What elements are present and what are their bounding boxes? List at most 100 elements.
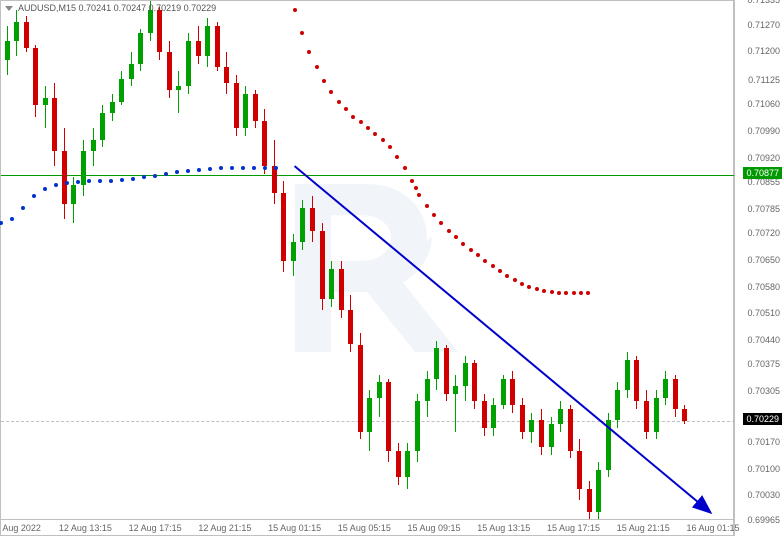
- red-dots-dot: [557, 291, 561, 295]
- y-tick-label: 0.70650: [747, 255, 780, 265]
- price-label: 0.70877: [743, 167, 782, 179]
- red-dots-dot: [395, 155, 399, 159]
- x-tick-label: 15 Aug 17:15: [547, 523, 600, 533]
- red-dots-dot: [293, 8, 297, 12]
- red-dots-dot: [359, 120, 363, 124]
- y-tick-label: 0.71270: [747, 20, 780, 30]
- red-dots-dot: [572, 291, 576, 295]
- red-dots-dot: [564, 291, 568, 295]
- red-dots-dot: [542, 289, 546, 293]
- red-dots-dot: [432, 213, 436, 217]
- red-dots-dot: [410, 179, 414, 183]
- red-dots-dot: [439, 221, 443, 225]
- x-tick-label: 12 Aug 17:15: [129, 523, 182, 533]
- blue-dots-dot: [87, 179, 91, 183]
- dropdown-arrow-icon: [5, 6, 13, 11]
- red-dots-dot: [344, 107, 348, 111]
- x-tick-label: 12 Aug 21:15: [198, 523, 251, 533]
- blue-dots-dot: [252, 166, 256, 170]
- y-tick-label: 0.71125: [748, 75, 780, 85]
- y-tick-label: 0.71060: [747, 99, 780, 109]
- red-dots-dot: [351, 115, 355, 119]
- red-dots-dot: [527, 285, 531, 289]
- x-tick-label: 16 Aug 01:15: [686, 523, 739, 533]
- red-dots-dot: [579, 291, 583, 295]
- blue-dots-dot: [263, 166, 267, 170]
- red-dots-dot: [535, 287, 539, 291]
- y-tick-label: 0.70510: [747, 308, 780, 318]
- y-tick-label: 0.70785: [747, 204, 780, 214]
- blue-dots-dot: [120, 178, 124, 182]
- blue-dots-dot: [109, 179, 113, 183]
- red-dots-dot: [447, 229, 451, 233]
- trend-line-svg: [1, 1, 735, 537]
- red-dots-dot: [381, 138, 385, 142]
- blue-dots-dot: [32, 194, 36, 198]
- blue-dots-dot: [164, 172, 168, 176]
- x-tick-label: 12 Aug 13:15: [59, 523, 112, 533]
- blue-dots-dot: [10, 217, 14, 221]
- red-dots-dot: [550, 290, 554, 294]
- y-tick-label: 0.70440: [747, 335, 780, 345]
- red-dots-dot: [505, 274, 509, 278]
- y-tick-label: 0.70990: [747, 126, 780, 136]
- y-tick-label: 0.70100: [747, 464, 780, 474]
- y-tick-label: 0.70920: [747, 153, 780, 163]
- blue-dots-dot: [142, 175, 146, 179]
- symbol-label: AUDUSD,M15: [18, 3, 76, 13]
- blue-dots-dot: [76, 180, 80, 184]
- red-dots-dot: [491, 264, 495, 268]
- blue-dots-dot: [0, 221, 3, 225]
- blue-dots-dot: [186, 169, 190, 173]
- blue-dots-dot: [197, 168, 201, 172]
- price-line: [1, 175, 735, 176]
- red-dots-dot: [366, 126, 370, 130]
- y-tick-label: 0.71335: [747, 0, 780, 5]
- ohlc-label: 0.70241 0.70247 0.70219 0.70229: [79, 3, 217, 13]
- red-dots-dot: [425, 204, 429, 208]
- y-tick-label: 0.70030: [747, 490, 780, 500]
- red-dots-dot: [417, 193, 421, 197]
- blue-dots-dot: [98, 179, 102, 183]
- blue-dots-dot: [131, 177, 135, 181]
- y-tick-label: 0.70580: [747, 282, 780, 292]
- red-dots-dot: [520, 282, 524, 286]
- red-dots-dot: [414, 186, 418, 190]
- y-tick-label: 0.70170: [747, 437, 780, 447]
- blue-dots-dot: [230, 166, 234, 170]
- red-dots-dot: [388, 145, 392, 149]
- red-dots-dot: [469, 248, 473, 252]
- blue-dots-dot: [274, 166, 278, 170]
- red-dots-dot: [300, 31, 304, 35]
- red-dots-dot: [315, 65, 319, 69]
- price-label: 0.70229: [743, 413, 782, 425]
- x-tick-label: 15 Aug 13:15: [477, 523, 530, 533]
- blue-dots-dot: [208, 167, 212, 171]
- chart-title: AUDUSD,M15 0.70241 0.70247 0.70219 0.702…: [5, 3, 216, 13]
- red-dots-dot: [586, 291, 590, 295]
- y-tick-label: 0.71200: [747, 46, 780, 56]
- red-dots-dot: [513, 278, 517, 282]
- red-dots-dot: [329, 90, 333, 94]
- blue-dots-dot: [54, 183, 58, 187]
- red-dots-dot: [461, 242, 465, 246]
- red-dots-dot: [403, 166, 407, 170]
- y-tick-label: 0.69965: [747, 515, 780, 525]
- x-tick-label: 12 Aug 2022: [0, 523, 41, 533]
- x-tick-label: 15 Aug 01:15: [268, 523, 321, 533]
- red-dots-dot: [307, 50, 311, 54]
- blue-dots-dot: [175, 170, 179, 174]
- red-dots-dot: [322, 79, 326, 83]
- blue-dots-dot: [241, 166, 245, 170]
- x-tick-label: 15 Aug 21:15: [617, 523, 670, 533]
- blue-dots-dot: [43, 187, 47, 191]
- x-tick-label: 15 Aug 05:15: [338, 523, 391, 533]
- y-axis: 0.71335 0.71270 0.71200 0.71125 0.71060 0.709…: [734, 0, 782, 536]
- red-dots-dot: [454, 235, 458, 239]
- blue-dots-dot: [21, 206, 25, 210]
- blue-dots-dot: [153, 174, 157, 178]
- red-dots-dot: [373, 132, 377, 136]
- x-tick-label: 15 Aug 09:15: [408, 523, 461, 533]
- red-dots-dot: [337, 100, 341, 104]
- chart-container[interactable]: AUDUSD,M15 0.70241 0.70247 0.70219 0.702…: [0, 0, 734, 536]
